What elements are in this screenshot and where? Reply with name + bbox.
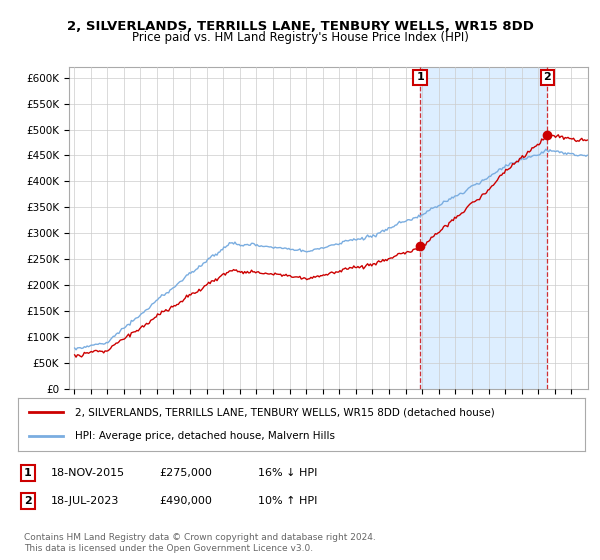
Text: HPI: Average price, detached house, Malvern Hills: HPI: Average price, detached house, Malv… <box>75 431 335 441</box>
Text: 1: 1 <box>24 468 32 478</box>
Text: 1: 1 <box>416 72 424 82</box>
Text: 2, SILVERLANDS, TERRILLS LANE, TENBURY WELLS, WR15 8DD (detached house): 2, SILVERLANDS, TERRILLS LANE, TENBURY W… <box>75 408 494 418</box>
Text: 2, SILVERLANDS, TERRILLS LANE, TENBURY WELLS, WR15 8DD: 2, SILVERLANDS, TERRILLS LANE, TENBURY W… <box>67 20 533 32</box>
Text: £275,000: £275,000 <box>159 468 212 478</box>
Text: 18-JUL-2023: 18-JUL-2023 <box>51 496 119 506</box>
Text: 16% ↓ HPI: 16% ↓ HPI <box>258 468 317 478</box>
Text: 18-NOV-2015: 18-NOV-2015 <box>51 468 125 478</box>
Text: £490,000: £490,000 <box>159 496 212 506</box>
Text: 2: 2 <box>544 72 551 82</box>
Text: 10% ↑ HPI: 10% ↑ HPI <box>258 496 317 506</box>
Bar <box>420 67 547 389</box>
Text: Price paid vs. HM Land Registry's House Price Index (HPI): Price paid vs. HM Land Registry's House … <box>131 31 469 44</box>
Text: 2: 2 <box>24 496 32 506</box>
Text: Contains HM Land Registry data © Crown copyright and database right 2024.
This d: Contains HM Land Registry data © Crown c… <box>24 533 376 553</box>
